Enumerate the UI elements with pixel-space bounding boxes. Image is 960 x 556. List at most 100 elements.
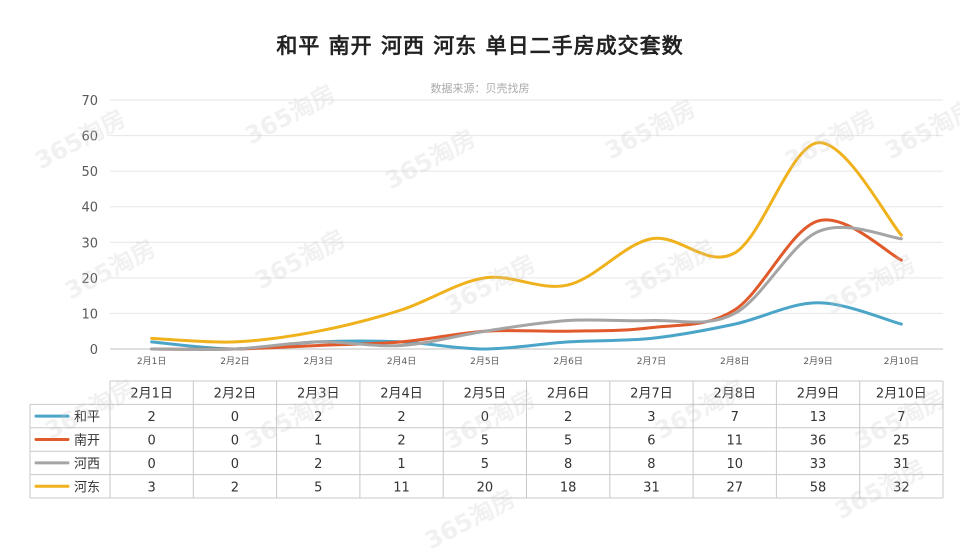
table-header-cell: 2月8日 — [713, 387, 756, 402]
chart-title: 和平 南开 河西 河东 单日二手房成交套数 — [276, 34, 684, 58]
data-point — [817, 141, 820, 144]
table-cell: 5 — [564, 434, 572, 449]
data-point — [567, 283, 570, 286]
table-header-cell: 2月3日 — [297, 387, 340, 402]
table-cell: 20 — [477, 480, 494, 495]
table-cell: 11 — [726, 434, 743, 449]
table-cell: 8 — [564, 457, 572, 472]
data-point — [567, 330, 570, 333]
table-header-cell: 2月6日 — [547, 387, 590, 402]
x-tick-label: 2月2日 — [220, 356, 249, 367]
data-point — [650, 337, 653, 340]
data-point — [233, 340, 236, 343]
y-tick-label: 60 — [81, 130, 98, 145]
table-header-cell: 2月1日 — [130, 387, 173, 402]
data-point — [817, 301, 820, 304]
table-cell: 2 — [397, 410, 405, 425]
data-point — [650, 326, 653, 329]
table-cell: 18 — [560, 480, 577, 495]
table-cell: 2 — [397, 434, 405, 449]
data-point — [483, 330, 486, 333]
table-cell: 2 — [314, 410, 322, 425]
data-point — [233, 348, 236, 351]
x-tick-label: 2月9日 — [803, 356, 832, 367]
data-point — [150, 337, 153, 340]
table-header-cell: 2月10日 — [876, 387, 927, 402]
data-point — [900, 234, 903, 237]
data-point — [900, 259, 903, 262]
table-header-cell: 2月2日 — [214, 387, 257, 402]
data-point — [483, 348, 486, 351]
series-line — [150, 218, 903, 351]
table-header-cell: 2月9日 — [797, 387, 840, 402]
series-line — [150, 225, 903, 352]
table-cell: 0 — [481, 410, 489, 425]
chart-page: 和平 南开 河西 河东 单日二手房成交套数 数据来源：贝壳找房 0 10 20 30 4… — [29, 34, 960, 555]
data-point — [733, 251, 736, 254]
data-point — [817, 219, 820, 222]
x-tick-label: 2月8日 — [720, 356, 749, 367]
y-tick-label: 20 — [81, 272, 98, 287]
x-tick-label: 2月5日 — [470, 356, 499, 367]
data-point — [400, 340, 403, 343]
data-point — [567, 319, 570, 322]
table-cell: 32 — [893, 480, 910, 495]
table-cell: 2 — [314, 457, 322, 472]
data-point — [150, 348, 153, 351]
data-point — [900, 237, 903, 240]
table-cell: 2 — [564, 410, 572, 425]
y-tick-label: 50 — [81, 165, 98, 180]
table-cell: 7 — [897, 410, 905, 425]
x-tick-label: 2月7日 — [637, 356, 666, 367]
data-point — [483, 276, 486, 279]
data-point — [150, 340, 153, 343]
x-tick-label: 2月1日 — [137, 356, 166, 367]
table-cell: 36 — [810, 434, 827, 449]
y-tick-label: 0 — [90, 343, 98, 358]
data-point — [733, 312, 736, 315]
table-cell: 27 — [726, 480, 743, 495]
table-cell: 0 — [148, 434, 156, 449]
table-cell: 58 — [810, 480, 827, 495]
table-cell: 2 — [148, 410, 156, 425]
table-cell: 1 — [397, 457, 405, 472]
table-cell: 25 — [893, 434, 910, 449]
table-cell: 2 — [231, 480, 239, 495]
data-point — [733, 323, 736, 326]
table-header-cell: 2月7日 — [630, 387, 673, 402]
table-cell: 1 — [314, 434, 322, 449]
table-cell: 0 — [231, 457, 239, 472]
table-cell: 0 — [148, 457, 156, 472]
table-cell: 11 — [393, 480, 410, 495]
y-tick-label: 70 — [81, 94, 98, 109]
table-cell: 0 — [231, 410, 239, 425]
chart-subtitle: 数据来源：贝壳找房 — [430, 82, 530, 95]
data-point — [733, 308, 736, 311]
table-cell: 3 — [148, 480, 156, 495]
y-tick-label: 40 — [81, 201, 98, 216]
y-tick-label: 10 — [81, 307, 98, 322]
data-point — [567, 340, 570, 343]
table-cell: 33 — [810, 457, 827, 472]
legend-label: 河东 — [74, 480, 100, 495]
data-point — [817, 230, 820, 233]
x-tick-label: 2月3日 — [304, 356, 333, 367]
legend-label: 南开 — [74, 433, 100, 449]
table-cell: 13 — [810, 410, 827, 425]
table-cell: 8 — [647, 457, 655, 472]
data-point — [317, 344, 320, 347]
table-header-cell: 2月5日 — [464, 387, 507, 402]
x-tick-label: 2月6日 — [553, 356, 582, 367]
table-cell: 5 — [481, 434, 489, 449]
table-header-cell: 2月4日 — [380, 387, 423, 402]
table-cell: 5 — [314, 480, 322, 495]
table-cell: 3 — [647, 410, 655, 425]
x-tick-label: 2月10日 — [884, 356, 919, 367]
table-cell: 31 — [643, 480, 660, 495]
data-point — [400, 344, 403, 347]
data-point — [400, 308, 403, 311]
series-line — [150, 141, 903, 344]
x-tick-label: 2月4日 — [387, 356, 416, 367]
table-cell: 6 — [647, 434, 655, 449]
